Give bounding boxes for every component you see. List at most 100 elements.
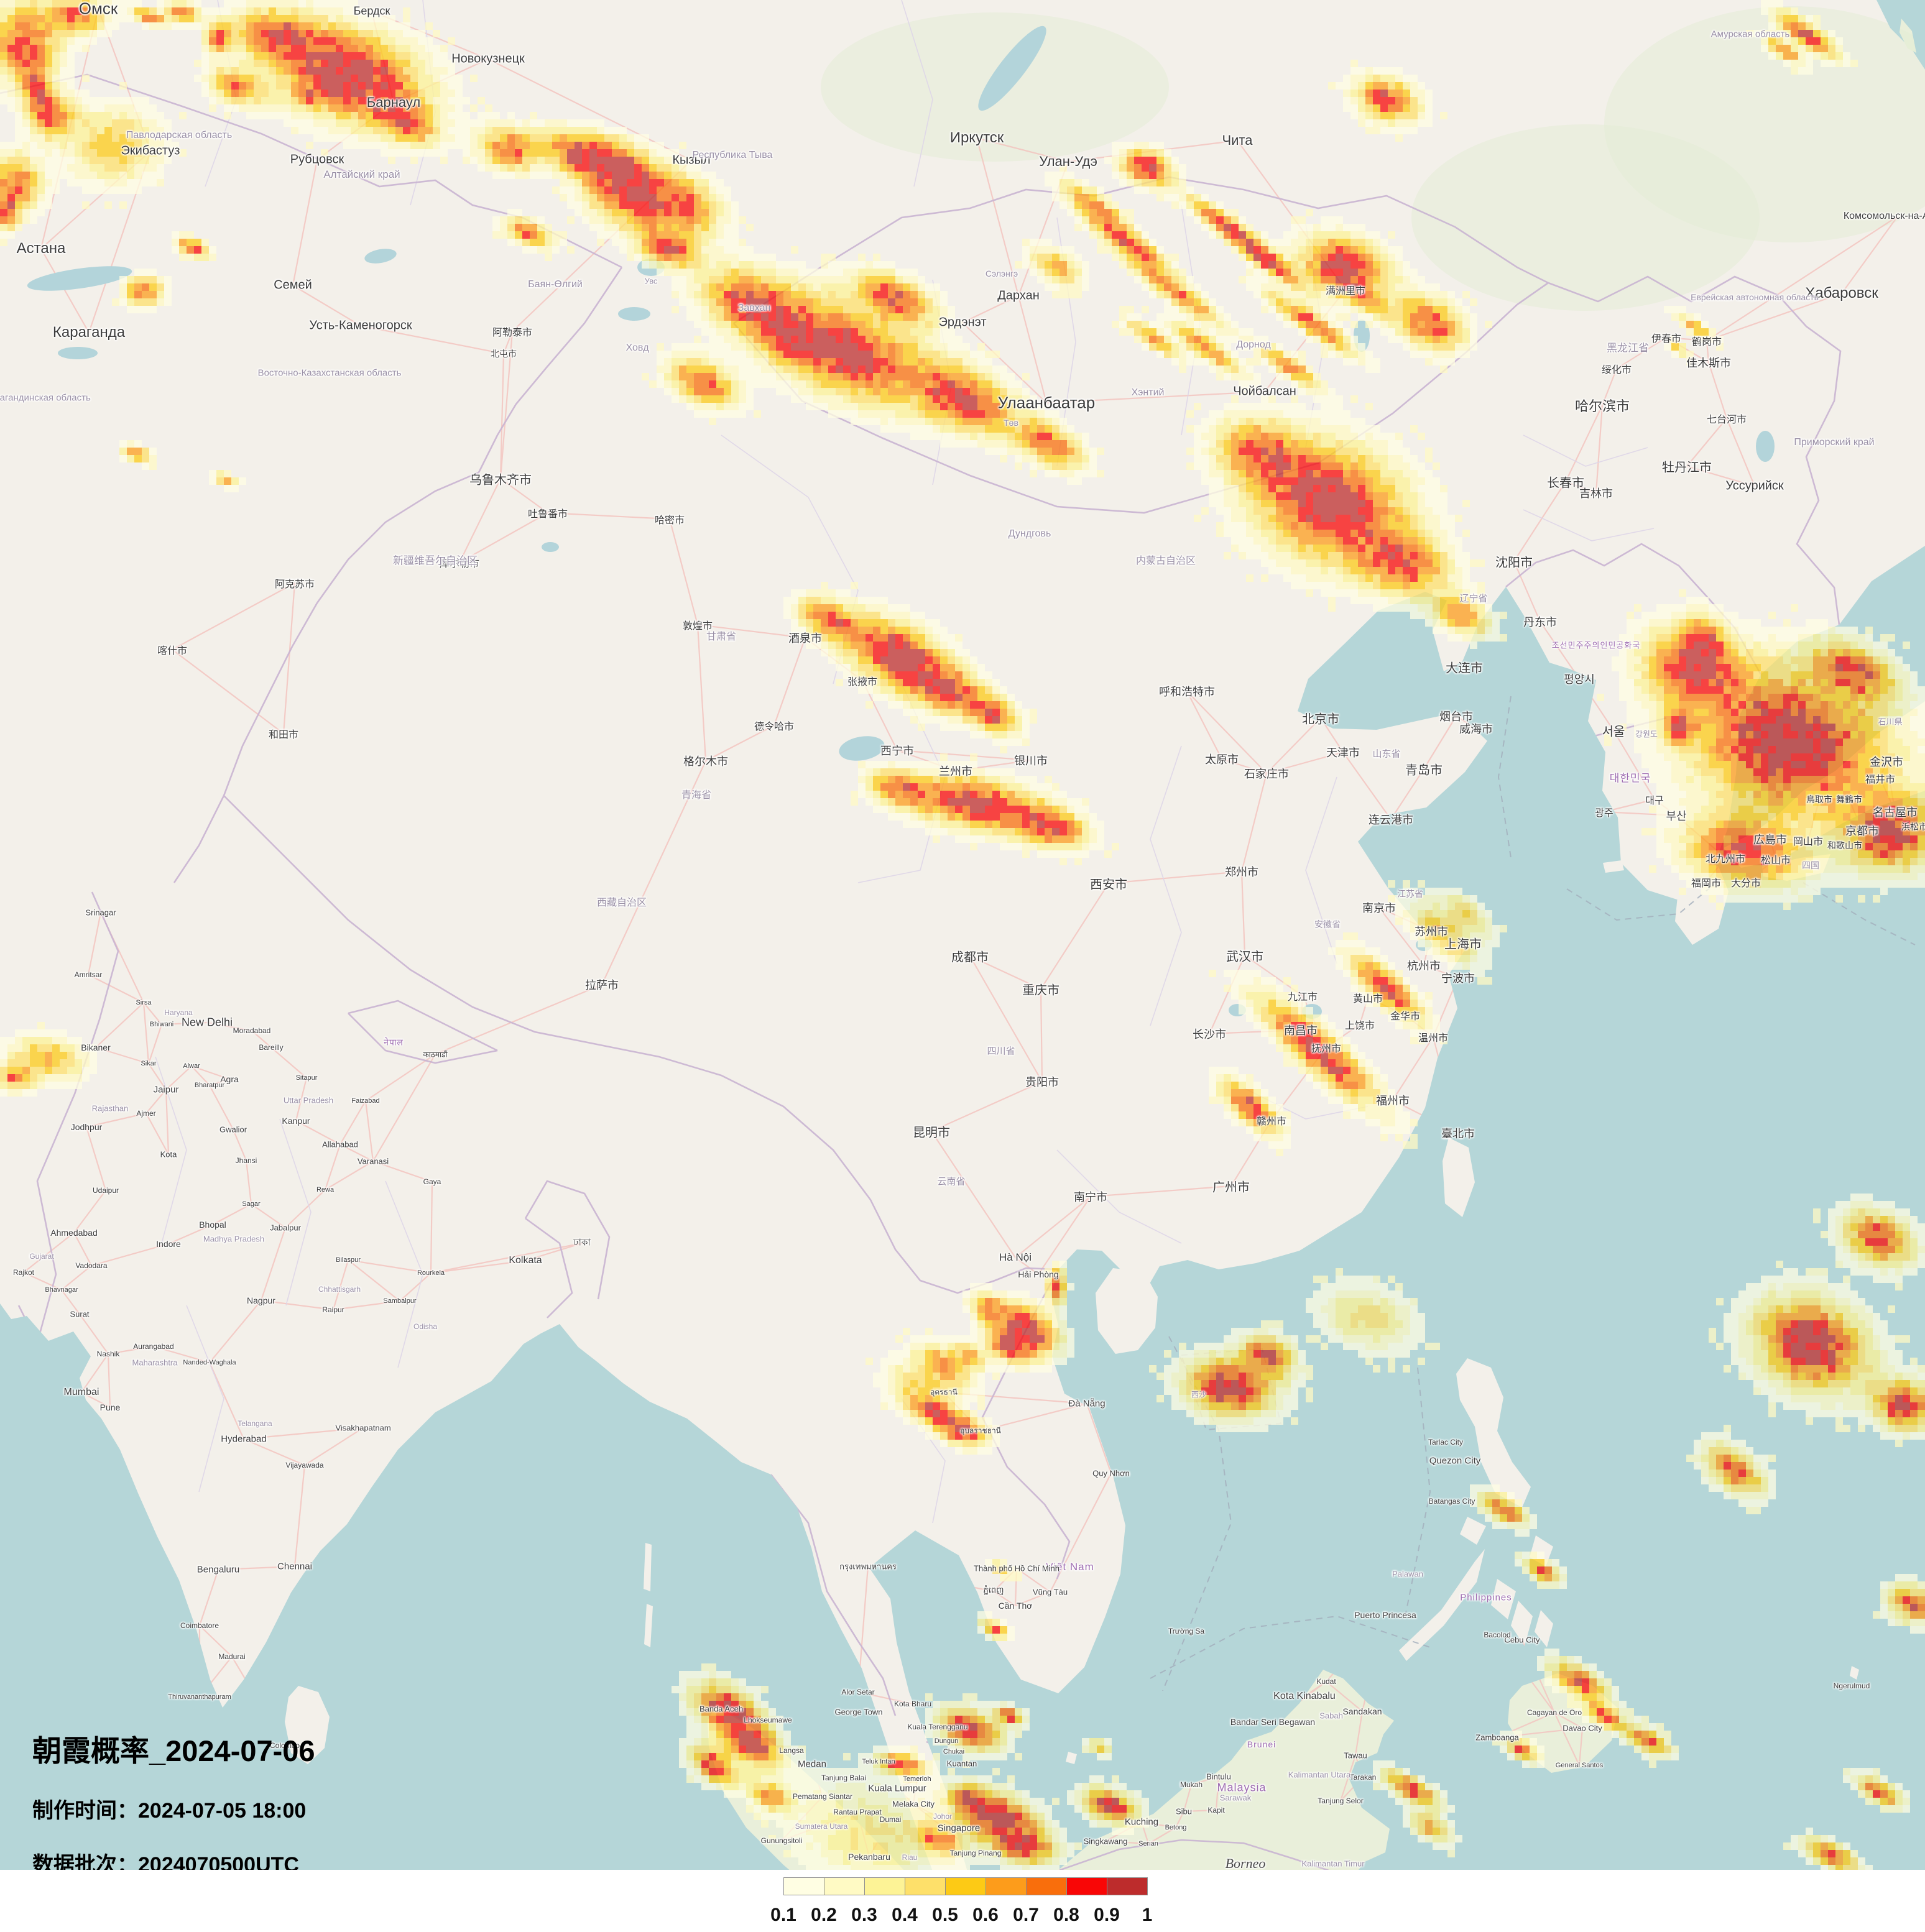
map-label-city: Bikaner [81, 1042, 111, 1052]
map-label-city: Cần Thơ [998, 1601, 1033, 1611]
probability-heat-overlay [0, 0, 1925, 1870]
map-label-city: 苏州市 [1415, 926, 1448, 938]
map-label-city: Pematang Siantar [792, 1792, 853, 1801]
map-label-country: Philippines [1460, 1592, 1512, 1603]
map-label-city: 天津市 [1326, 747, 1360, 759]
map-label-city: 石家庄市 [1244, 768, 1289, 780]
map-label-city: Bhavnagar [45, 1286, 78, 1294]
map-label-admin: Амурская область [1710, 29, 1790, 40]
map-label-city: ঢাকা [573, 1237, 591, 1248]
data-batch-value: 2024070500UTC [138, 1853, 299, 1870]
map-label-city: 松山市 [1760, 855, 1791, 866]
map-label-city: Kuantan [946, 1759, 977, 1769]
map-label-city: Bandar Seri Begawan [1230, 1717, 1316, 1727]
map-label-city: 哈密市 [654, 515, 685, 526]
map-label-city: Tanjung Pinang [949, 1849, 1002, 1857]
map-label-city: Jhansi [235, 1156, 257, 1165]
map-label-admin: Sabah [1319, 1711, 1343, 1721]
map-label-city: Nagpur [247, 1295, 275, 1305]
map-label-city: Moradabad [233, 1026, 271, 1035]
map-label-admin: Gujarat [29, 1252, 54, 1261]
map-label-admin: 江苏省 [1397, 889, 1423, 899]
legend-swatch [1066, 1877, 1107, 1895]
map-label-city: Rajkot [12, 1268, 35, 1277]
map-label-city: Mukah [1179, 1780, 1203, 1789]
map-label-city: Temerloh [903, 1775, 931, 1783]
map-label-city: 贵阳市 [1025, 1076, 1059, 1088]
map-label-city: 浜松市 [1901, 822, 1925, 832]
map-label-admin: Maharashtra [132, 1358, 178, 1368]
map-label-city: 南京市 [1362, 902, 1396, 914]
map-label-city: Эрдэнэт [938, 315, 987, 329]
map-label-admin: Madhya Pradesh [203, 1234, 265, 1244]
legend-tick: 0.6 [972, 1905, 999, 1925]
map-label-city: 南昌市 [1284, 1024, 1318, 1037]
map-label-city: กรุงเทพมหานคร [839, 1562, 897, 1571]
map-label-city: 喀什市 [157, 646, 188, 656]
map-label-city: Kota Bharu [893, 1700, 932, 1708]
map-label-city: Bharatpur [194, 1082, 225, 1089]
map-label-city: 舞鶴市 [1836, 794, 1862, 804]
map-label-city: 重庆市 [1022, 983, 1059, 998]
map-label-city: 佳木斯市 [1686, 357, 1731, 369]
map-label-city: Aurangabad [133, 1342, 174, 1351]
map-label-city: 太原市 [1205, 753, 1239, 766]
map-label-city: Kuching [1124, 1816, 1159, 1828]
map-label-city: Surat [70, 1309, 90, 1319]
map-label-city: 张掖市 [847, 677, 878, 688]
map-label-city: Quy Nhơn [1092, 1468, 1130, 1478]
map-label-city: Kuala Terengganu [907, 1723, 968, 1731]
map-label-city: อุดรธานี [930, 1387, 958, 1397]
map-label-city: 烟台市 [1439, 711, 1473, 723]
map-label-city: 库尔勒市 [439, 559, 480, 569]
map-label-city: Udaipur [92, 1186, 119, 1195]
map-label-city: Улан-Удэ [1039, 154, 1097, 169]
map-label-admin: 四国 [1802, 860, 1819, 870]
legend-swatch [783, 1877, 824, 1895]
map-label-city: 吉林市 [1579, 487, 1613, 500]
map-label-city: Gunungsitoli [760, 1836, 803, 1845]
map-label-admin: Дундговь [1008, 528, 1051, 539]
map-label-city: Bintulu [1206, 1772, 1231, 1782]
map-label-city: Kuala Lumpur [868, 1783, 926, 1794]
map-label-city: 阿克苏市 [274, 579, 315, 590]
map-label-city: 乌鲁木齐市 [469, 473, 532, 487]
map-label-city: 福州市 [1376, 1095, 1410, 1107]
map-label-city: 兰州市 [939, 765, 972, 778]
map-label-admin: 西藏自治区 [596, 898, 647, 908]
map-label-city: Medan [798, 1759, 826, 1770]
map-label-city: Ajmer [136, 1109, 156, 1118]
map-label-admin: Завхан [737, 303, 771, 313]
map-label-city: Banda Aceh [699, 1704, 744, 1714]
map-label-city: 哈尔滨市 [1574, 398, 1630, 414]
map-label-city: Thành phố Hồ Chí Minh [973, 1563, 1060, 1573]
map-label-city: 黄山市 [1352, 994, 1383, 1005]
map-label-city: Kolkata [509, 1255, 542, 1266]
map-label-city: Lhokseumawe [744, 1716, 792, 1724]
map-label-city: Dungun [934, 1737, 959, 1745]
map-label-city: Serian [1138, 1840, 1158, 1847]
map-label-admin: Sumatera Utara [795, 1822, 848, 1831]
map-label-city: Vũng Tàu [1032, 1587, 1068, 1597]
map-label-city: 岡山市 [1793, 837, 1824, 847]
map-label-admin: Uttar Pradesh [283, 1095, 334, 1105]
map-label-city: Puerto Princesa [1354, 1610, 1416, 1620]
issue-time-line: 制作时间：2024-07-05 18:00 [32, 1793, 315, 1824]
data-batch-line: 数据批次：2024070500UTC [32, 1847, 315, 1870]
map-label-admin: 甘肃省 [706, 632, 737, 642]
map-label-city: Кызыл [672, 153, 711, 167]
map-label-city: Хабаровск [1805, 285, 1878, 301]
map-label-city: Faizabad [351, 1097, 380, 1105]
map-canvas[interactable]: Омск Бердск Новокузнецк Барнаул Рубцовск Семе… [0, 0, 1925, 1870]
map-label-city: Ahmedabad [50, 1228, 98, 1238]
title-block: 朝霞概率_2024-07-06 制作时间：2024-07-05 18:00 数据… [32, 1727, 315, 1870]
map-label-admin: 강원도 [1635, 729, 1658, 739]
map-label-admin: Rajasthan [91, 1103, 129, 1113]
map-label-city: Tanjung Selor [1318, 1796, 1364, 1805]
map-label-city: 金沢市 [1870, 756, 1903, 768]
map-label-admin: Ховд [626, 343, 649, 353]
map-label-city: Tawau [1344, 1750, 1367, 1760]
map-label-city: 北九州市 [1705, 854, 1746, 865]
map-label-city: Экибастуз [121, 144, 180, 158]
map-label-city: 광주 [1595, 808, 1613, 819]
